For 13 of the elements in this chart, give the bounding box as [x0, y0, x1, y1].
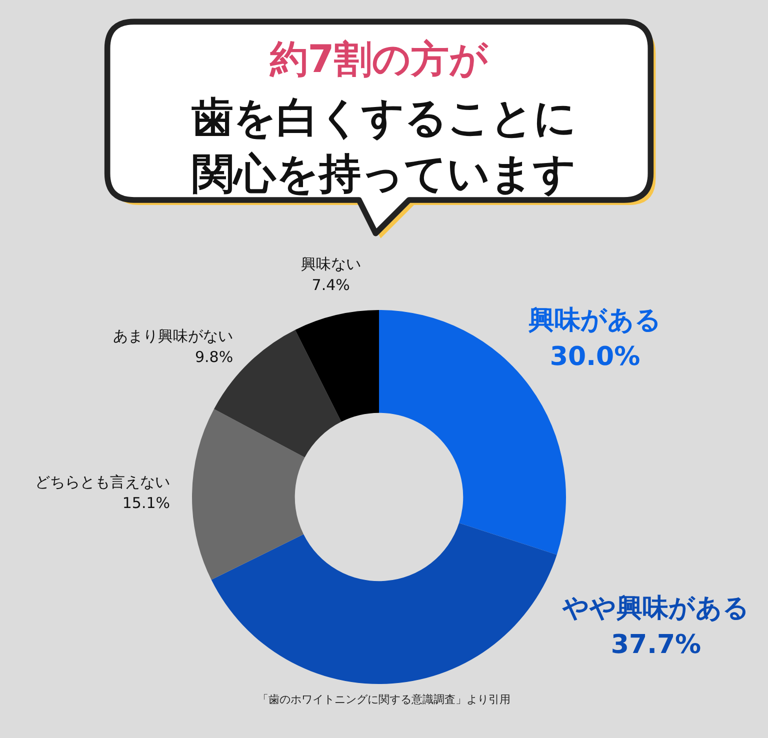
slice-label: どちらとも言えない	[35, 473, 170, 492]
chart-title: 約7割の方が	[268, 36, 490, 83]
data-label: 9.8%	[194, 348, 234, 366]
slice-label: やや興味がある	[562, 593, 750, 624]
chart-subtitle: 歯を白くすることに関心を持っています	[190, 92, 578, 200]
data-label: 37.7%	[610, 630, 702, 660]
slice-label: 興味ない	[300, 255, 361, 274]
data-label: 30.0%	[550, 342, 640, 372]
slice-label: あまり興味がない	[113, 326, 234, 345]
slice-label: 興味がある	[528, 306, 662, 336]
data-label: 15.1%	[122, 494, 170, 512]
data-label: 7.4%	[312, 276, 350, 294]
text: 「歯のホワイトニングに関する意識調査」より引用	[256, 692, 512, 707]
